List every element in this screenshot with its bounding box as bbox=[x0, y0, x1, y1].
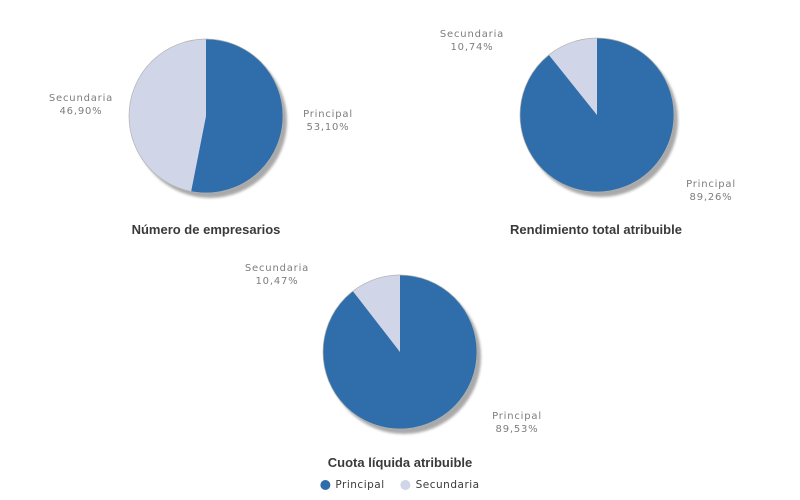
pie-outline bbox=[519, 37, 675, 193]
pie-slice-secundaria bbox=[352, 275, 400, 352]
pie-outline bbox=[322, 274, 478, 430]
legend-label: Principal bbox=[335, 479, 385, 491]
legend: Principal Secundaria bbox=[320, 479, 479, 491]
slice-label-value: 10,47% bbox=[255, 276, 299, 287]
slice-label-name: Secundaria bbox=[244, 263, 310, 274]
pie-outline bbox=[128, 38, 284, 194]
chart-title-cuota-liquida-atribuible: Cuota líquida atribuible bbox=[327, 455, 473, 470]
slice-label-secundaria: Secundaria 46,90% bbox=[49, 92, 113, 118]
pie-cuota-liquida-atribuible bbox=[322, 274, 481, 434]
legend-item-secundaria: Secundaria bbox=[400, 479, 480, 491]
slice-label-principal: Principal 53,10% bbox=[303, 108, 353, 134]
legend-item-principal: Principal bbox=[320, 479, 384, 491]
pie-numero-de-empresarios bbox=[128, 38, 287, 198]
slice-label-principal: Principal 89,53% bbox=[492, 410, 542, 436]
pie-slice-principal bbox=[323, 275, 478, 429]
pie-rendimiento-total-atribuible bbox=[519, 37, 678, 197]
slice-label-value: 46,90% bbox=[59, 106, 103, 117]
slice-label-value: 89,53% bbox=[495, 424, 539, 435]
slice-label-value: 10,74% bbox=[450, 42, 494, 53]
slice-label-name: Principal bbox=[303, 109, 353, 120]
chart-title-rendimiento-total-atribuible: Rendimiento total atribuible bbox=[510, 222, 682, 237]
legend-marker-principal-icon bbox=[320, 480, 331, 490]
slice-label-secundaria: Secundaria 10,74% bbox=[440, 28, 504, 54]
slice-label-value: 53,10% bbox=[306, 122, 350, 133]
slice-label-principal: Principal 89,26% bbox=[686, 178, 736, 204]
legend-label: Secundaria bbox=[415, 479, 480, 491]
pie-slice-principal bbox=[520, 38, 675, 192]
chart-title-numero-de-empresarios: Número de empresarios bbox=[131, 222, 281, 237]
slice-label-name: Principal bbox=[686, 179, 736, 190]
slice-label-name: Secundaria bbox=[48, 93, 114, 104]
pie-slice-principal bbox=[191, 38, 284, 193]
slice-label-secundaria: Secundaria 10,47% bbox=[245, 262, 309, 288]
slice-label-name: Principal bbox=[492, 411, 542, 422]
pie-slice-secundaria bbox=[129, 39, 206, 192]
slice-label-value: 89,26% bbox=[689, 192, 733, 203]
slice-label-name: Secundaria bbox=[439, 29, 505, 40]
pie-slice-secundaria bbox=[548, 38, 597, 115]
legend-marker-secundaria-icon bbox=[400, 480, 411, 490]
